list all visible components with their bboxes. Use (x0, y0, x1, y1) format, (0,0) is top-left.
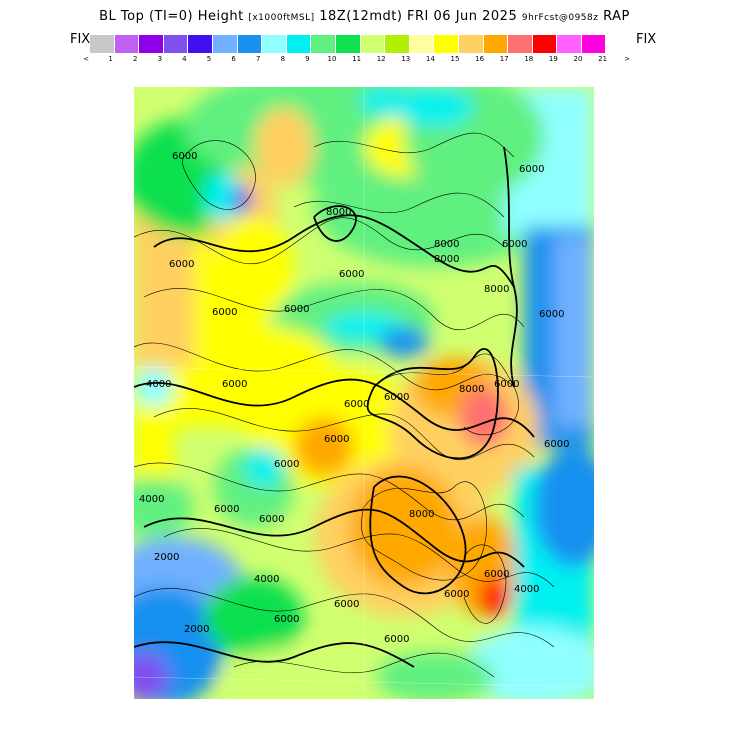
contour-label: 6000 (284, 304, 309, 315)
colorbar-tick-label: 15 (450, 55, 460, 63)
colorbar-swatch (581, 35, 607, 53)
contour-label: 6000 (324, 434, 349, 445)
contour-label: 6000 (214, 504, 239, 515)
contour-label: 6000 (494, 379, 519, 390)
colorbar-tick-label: 5 (206, 55, 212, 63)
colorbar-swatch (385, 35, 410, 53)
colorbar-swatch (188, 35, 213, 53)
contour-label: 6000 (539, 309, 564, 320)
contour-label: 6000 (544, 439, 569, 450)
colorbar-swatch (409, 35, 435, 53)
colorbar-swatch (508, 35, 533, 53)
contour-label: 6000 (274, 614, 299, 625)
title-model: RAP (603, 9, 630, 24)
contour-label: 2000 (184, 624, 209, 635)
title-main: BL Top (TI=0) Height (99, 9, 244, 24)
colorbar-tick-label: 10 (327, 55, 337, 63)
contour-label: 2000 (154, 552, 179, 563)
contour-label: 6000 (519, 164, 544, 175)
contour-label: 6000 (222, 379, 247, 390)
state-borders (134, 87, 594, 699)
contour-label: 4000 (146, 379, 171, 390)
contour-label: 8000 (484, 284, 509, 295)
colorbar-tick-label: 8 (280, 55, 286, 63)
colorbar-swatch (360, 35, 386, 53)
contour-label: 8000 (459, 384, 484, 395)
colorbar-tick-label: 6 (231, 55, 236, 63)
colorbar-swatch (434, 35, 459, 53)
colorbar-swatch (311, 35, 336, 53)
colorbar-swatch (262, 35, 287, 53)
contour-label: 8000 (434, 254, 459, 265)
contour-label: 4000 (254, 574, 279, 585)
colorbar-tick-label: 20 (573, 55, 583, 63)
contour-label: 6000 (344, 399, 369, 410)
colorbar-swatch (212, 35, 238, 53)
contour-label: 6000 (384, 392, 409, 403)
contour-labels: 6000 6000 6000 6000 8000 8000 8000 6000 … (139, 151, 569, 645)
colorbar (90, 35, 607, 53)
colorbar-swatch (114, 35, 140, 53)
colorbar-tick-label: 11 (352, 55, 362, 63)
colorbar-swatch (237, 35, 263, 53)
contour-label: 8000 (326, 207, 351, 218)
colorbar-tick-label: 7 (255, 55, 261, 63)
title-valid-time: 18Z(12mdt) FRI 06 Jun 2025 (319, 9, 518, 24)
colorbar-swatch (90, 35, 115, 53)
colorbar-tick-label: 2 (132, 55, 138, 63)
contour-label: 6000 (384, 634, 409, 645)
contour-label: 6000 (484, 569, 509, 580)
contour-label: 6000 (339, 269, 364, 280)
colorbar-swatch (163, 35, 189, 53)
contour-label: 6000 (334, 599, 359, 610)
colorbar-tick-label: 12 (376, 55, 386, 63)
colorbar-tick-label: 14 (425, 55, 435, 63)
title-forecast: 9hrFcst@0958z (521, 13, 599, 23)
colorbar-tick-label: 3 (157, 55, 163, 63)
colorbar-swatch (532, 35, 558, 53)
title-units: [x1000ftMSL] (248, 13, 315, 23)
colorbar-tick-label: 19 (548, 55, 558, 63)
contour-label: 6000 (172, 151, 197, 162)
colorbar-tick-label: 1 (108, 55, 113, 63)
colorbar-tick-label: 18 (524, 55, 534, 63)
colorbar-tick-label: 13 (401, 55, 411, 63)
contour-label: 4000 (139, 494, 164, 505)
contour-label: 8000 (409, 509, 434, 520)
colorbar-swatch (335, 35, 361, 53)
contour-label: 6000 (169, 259, 194, 270)
contour-label: 8000 (434, 239, 459, 250)
height-fill (134, 87, 594, 699)
contour-label: 6000 (212, 307, 237, 318)
colorbar-fix-left: FIX (70, 32, 91, 47)
colorbar-tick-label: 4 (182, 55, 187, 63)
colorbar-swatch (458, 35, 484, 53)
colorbar-tick-label: 17 (499, 55, 509, 63)
contour-label: 6000 (444, 589, 469, 600)
colorbar-swatch (557, 35, 582, 53)
contour-label: 6000 (259, 514, 284, 525)
colorbar-swatch (139, 35, 164, 53)
colorbar-tick-label: 9 (305, 55, 310, 63)
colorbar-ticks: <1 2 3 4 5 6 7 8 9 10 11 12 13 14 15 16 17 18 19 20 21 > (78, 55, 648, 67)
contour-label: 4000 (514, 584, 539, 595)
colorbar-tick-label: < (83, 55, 89, 63)
contour-label: 6000 (274, 459, 299, 470)
colorbar-swatch (286, 35, 312, 53)
colorbar-tick-label: 16 (475, 55, 485, 63)
height-map: 6000 6000 6000 6000 8000 8000 8000 6000 … (134, 87, 594, 699)
chart-title: BL Top (TI=0) Height [x1000ftMSL] 18Z(12… (0, 9, 729, 24)
colorbar-fix-right: FIX (636, 32, 657, 47)
colorbar-swatch (483, 35, 509, 53)
contour-label: 6000 (502, 239, 527, 250)
colorbar-tick-label: 21 (598, 55, 608, 63)
colorbar-tick-label: > (624, 55, 631, 63)
